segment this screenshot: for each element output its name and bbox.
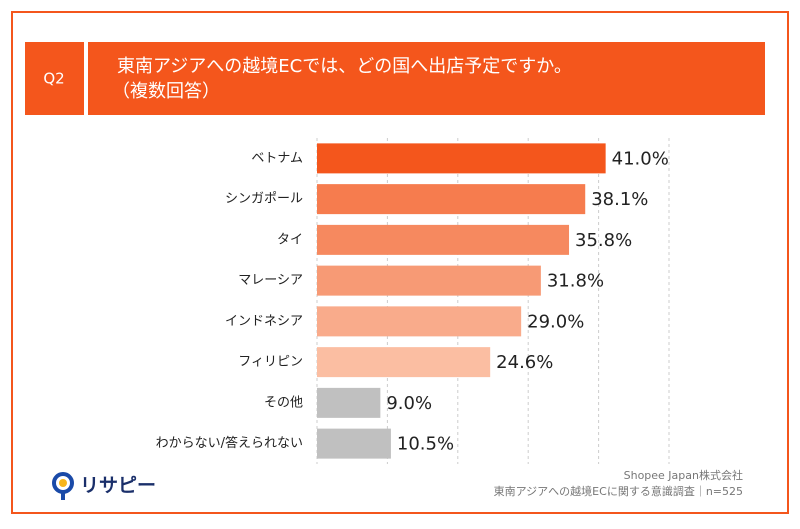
source-line: Shopee Japan株式会社 (624, 468, 743, 482)
bar (317, 265, 541, 296)
value-label: 10.5% (397, 434, 454, 455)
bar (317, 428, 391, 459)
logo (52, 472, 74, 500)
value-label: 29.0% (527, 311, 584, 332)
value-label: 9.0% (386, 393, 432, 414)
bar (317, 184, 586, 215)
value-label: 24.6% (496, 352, 553, 373)
y-tick-label: タイ (277, 232, 303, 247)
y-tick-label: ベトナム (251, 151, 303, 166)
value-label: 31.8% (547, 271, 604, 292)
bar (317, 306, 522, 337)
y-tick-label: シンガポール (225, 192, 303, 207)
y-tick-label: インドネシア (225, 314, 303, 329)
y-tick-label: わからない/答えられない (156, 435, 303, 451)
chart-title: 東南アジアへの越境ECでは、どの国へ出店予定ですか。 (117, 56, 572, 77)
bar (317, 224, 570, 255)
chart-subtitle: （複数回答） (112, 81, 220, 102)
source-line: 東南アジアへの越境ECに関する意識調査｜n=525 (494, 484, 743, 498)
question-box (25, 42, 84, 115)
logo-icon-dot (59, 479, 67, 487)
y-tick-label: フィリピン (238, 355, 303, 370)
logo-text: リサピー (80, 475, 156, 497)
bar (317, 387, 381, 418)
y-tick-label: その他 (264, 395, 303, 410)
value-label: 38.1% (591, 189, 648, 210)
bar (317, 143, 606, 174)
title-box (88, 42, 765, 115)
value-label: 35.8% (575, 230, 632, 251)
y-tick-label: マレーシア (238, 273, 303, 288)
question-number: Q2 (43, 70, 64, 88)
bar (317, 347, 491, 378)
value-label: 41.0% (612, 148, 669, 169)
